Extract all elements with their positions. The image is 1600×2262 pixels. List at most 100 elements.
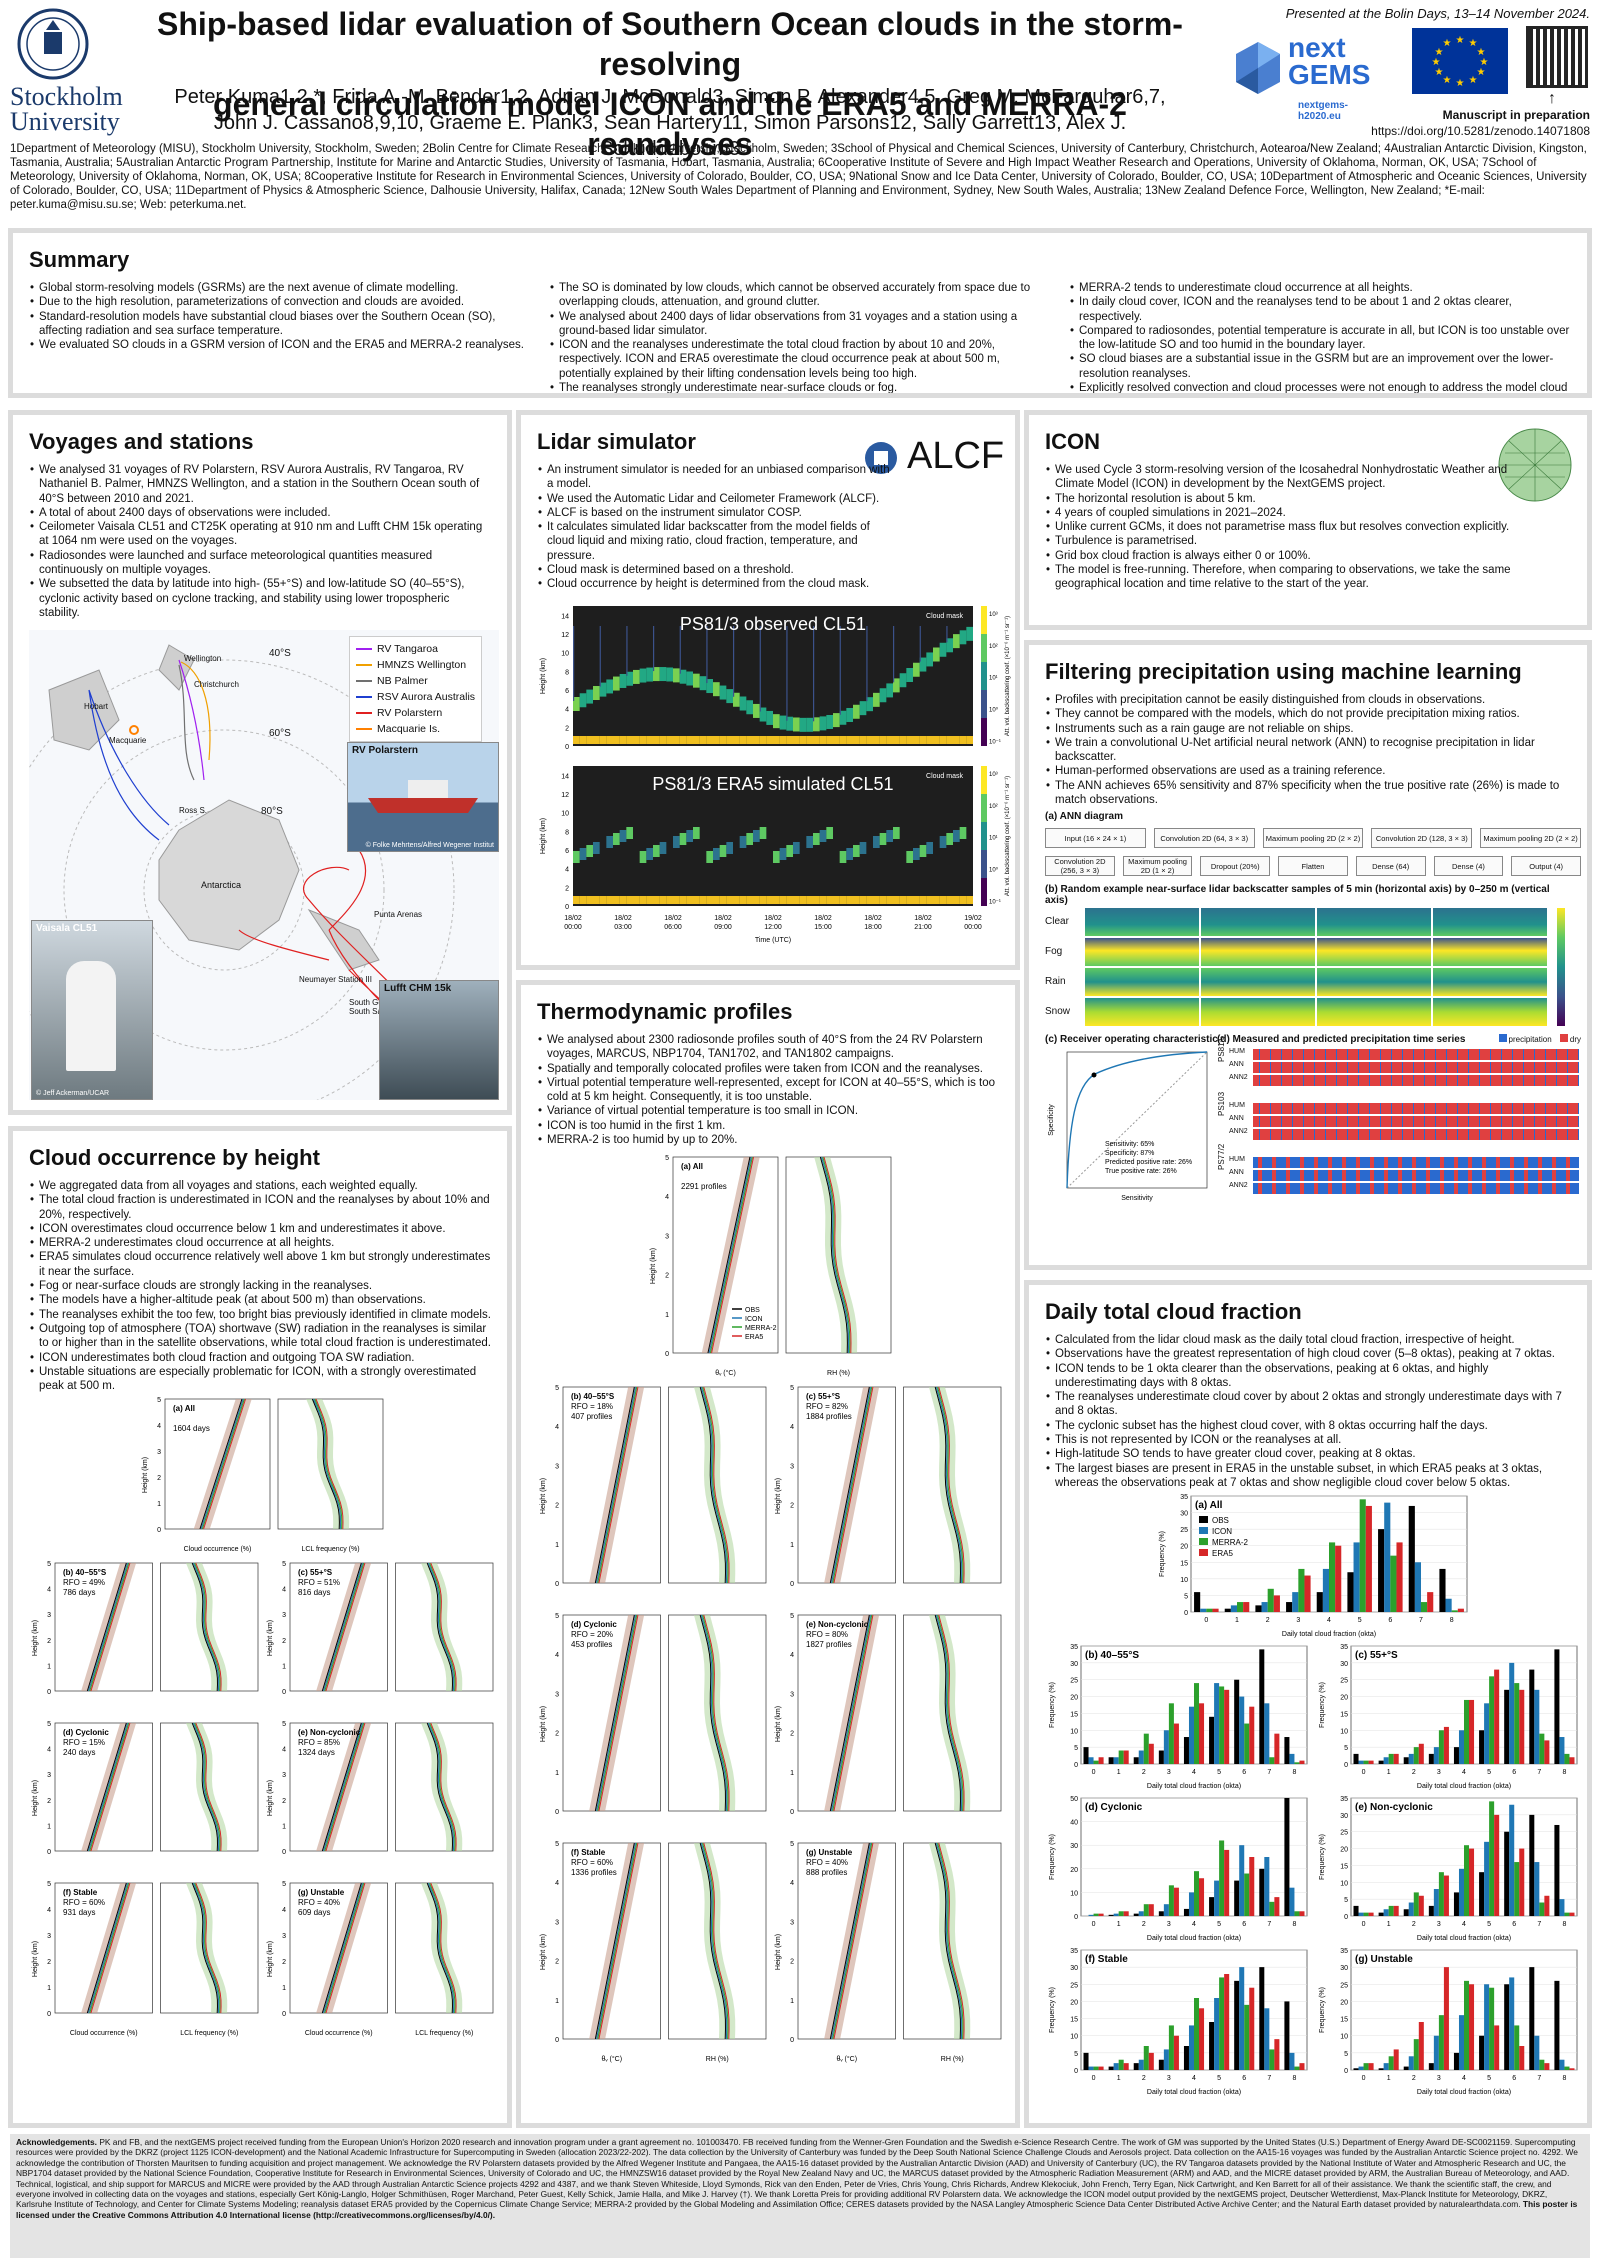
ack-license[interactable]: This poster is licensed under the Creati…: [16, 2199, 1578, 2220]
lidar-cbar-cell: [981, 605, 987, 613]
lidar-surface-mark: [593, 735, 600, 744]
samples-colorbar: [1557, 908, 1565, 1027]
lidar-cloud-mark: [673, 835, 680, 848]
daily-legend-swatch: [1199, 1527, 1208, 1535]
daily-xtick: 8: [1292, 1769, 1296, 1776]
sample-cell: [1201, 908, 1315, 937]
daily-bar: [1133, 1757, 1139, 1765]
nextgems-url[interactable]: nextgems-h2020.eu: [1298, 100, 1349, 122]
lidar-cloud-mark: [893, 678, 900, 693]
profile-line: [831, 1843, 872, 2040]
profile-ytick: 1: [790, 1770, 794, 1777]
profile-panel-n: 1324 days: [298, 1748, 335, 1757]
daily-bar: [1219, 1977, 1225, 2071]
lidar-cloud-mark: [759, 707, 767, 722]
daily-xtick: 1: [1387, 1921, 1391, 1928]
profile-line: [430, 1883, 457, 2014]
daily-chart-title: (c) 55+°S: [1355, 1650, 1398, 1661]
svg-text:★: ★: [1477, 47, 1486, 58]
daily-ytick: 35: [1180, 1494, 1188, 1501]
daily-bar: [1564, 1754, 1570, 1765]
voyages-item: Ceilometer Vaisala CL51 and CT25K operat…: [30, 520, 491, 549]
lidar-cloud-mark: [826, 826, 833, 839]
daily-xtick: 1: [1235, 1617, 1239, 1624]
profile-ytick: 1: [665, 1312, 669, 1319]
profile-ytick: 1: [47, 1664, 51, 1671]
profile-ytick: 2: [790, 1959, 794, 1966]
lidar-surface-mark: [699, 895, 707, 904]
lidar-surface-mark: [913, 895, 920, 904]
daily-bar: [1494, 1815, 1500, 1917]
lidar-title: Lidar simulator: [537, 429, 696, 454]
daily-bar: [1368, 1760, 1374, 1765]
daily-bar: [1388, 2056, 1394, 2071]
profile-panel-label: (c) 55+°S: [806, 1392, 841, 1401]
daily-chart: 0 5 10 15 20 25 30 35 0 1 2 3 4 5 6 7 8 (f) Stable Daily t…: [1049, 1948, 1308, 2096]
map-legend-item: RV Polarstern: [356, 705, 475, 721]
profile-panel-rfo: RFO = 15%: [63, 1738, 105, 1747]
daily-bar: [1439, 1569, 1446, 1613]
lidar-surface-mark: [786, 735, 793, 744]
lidar-cbar-cell: [981, 717, 987, 725]
daily-bar: [1458, 2015, 1464, 2071]
daily-bar: [1378, 1529, 1385, 1613]
daily-bar: [1294, 1762, 1300, 1765]
thermo-panel-all: (a) All 2291 profiles 0 1 2 3 4 5 Height (km) θᵥ …: [650, 1155, 892, 1377]
lidar-surface-mark: [586, 735, 593, 744]
cloud-occurrence-item: ICON overestimates cloud occurrence belo…: [30, 1222, 491, 1237]
daily-bar: [1224, 1608, 1231, 1613]
qr-code[interactable]: [1526, 26, 1588, 88]
daily-bar: [1234, 1679, 1240, 1765]
daily-xtick: 6: [1242, 1921, 1246, 1928]
sample-cell: [1201, 938, 1315, 967]
doi-link[interactable]: https://doi.org/10.5281/zenodo.14071808: [1371, 124, 1590, 138]
lidar-noise-mark: [573, 625, 575, 701]
ann-node: Dropout (20%): [1200, 856, 1271, 877]
profile-xlabel: Cloud occurrence (%): [70, 2030, 138, 2037]
daily-ytick: 25: [1070, 1983, 1078, 1990]
daily-bar: [1224, 1690, 1230, 1765]
profile-spread: [589, 1843, 645, 2040]
daily-bar: [1539, 1733, 1545, 1765]
profile-ytick: 2: [555, 1731, 559, 1738]
sample-row-label: Fog: [1045, 946, 1063, 958]
daily-bar: [1173, 1723, 1179, 1765]
lidar-surface-mark: [826, 735, 833, 744]
summary-title: Summary: [29, 247, 130, 272]
presented-note: Presented at the Bolin Days, 13–14 Novem…: [1285, 6, 1590, 21]
ts-bar: [1253, 1049, 1579, 1061]
profile-line: [703, 1843, 730, 2040]
daily-bar: [1418, 1896, 1424, 1917]
daily-xtick: 7: [1419, 1617, 1423, 1624]
profile-ytick: 5: [47, 1561, 51, 1568]
daily-bar: [1214, 1683, 1220, 1765]
lidar-cloud-mark: [593, 685, 600, 700]
daily-bar: [1183, 2046, 1189, 2071]
daily-bar: [1393, 1906, 1399, 1917]
profile-line: [597, 1615, 638, 1812]
lidar-cloud-mark: [913, 847, 920, 860]
daily-bar: [1534, 1690, 1540, 1765]
profile-line: [427, 1723, 455, 1852]
lidar-surface-mark: [879, 895, 887, 904]
profile-line: [597, 1843, 638, 2040]
chm15k-label: Lufft CHM 15k: [384, 983, 452, 995]
ts-caption: (d) Measured and predicted precipitation…: [1217, 1034, 1466, 1046]
daily-chart: 0 5 10 15 20 25 30 35 0 1 2 3 4 5 6 7 8 (c) 55+°S Daily to…: [1319, 1644, 1578, 1790]
daily-ytick: 5: [1184, 1594, 1188, 1601]
profile-line: [833, 1387, 874, 1584]
profile-ylabel: Height (km): [540, 1706, 547, 1742]
lidar-cloud-mark: [853, 704, 860, 719]
summary-item: We analysed about 2400 days of lidar obs…: [550, 310, 1051, 339]
lidar-cloud-mark: [606, 835, 613, 848]
daily-xtick: 5: [1217, 2075, 1221, 2082]
profile-line: [195, 1883, 222, 2014]
lidar-cloud-mark: [779, 847, 787, 860]
lidar-cloud-mark: [599, 682, 607, 697]
daily-bar: [1183, 1909, 1189, 1917]
daily-xtick: 7: [1267, 1769, 1271, 1776]
voyages-panel: Voyages and stations We analysed 31 voya…: [8, 410, 512, 1115]
ann-node: Maximum pooling 2D (2 × 2): [1480, 828, 1581, 849]
daily-bar: [1264, 2008, 1270, 2071]
lidar-plot-bg: [573, 765, 973, 906]
